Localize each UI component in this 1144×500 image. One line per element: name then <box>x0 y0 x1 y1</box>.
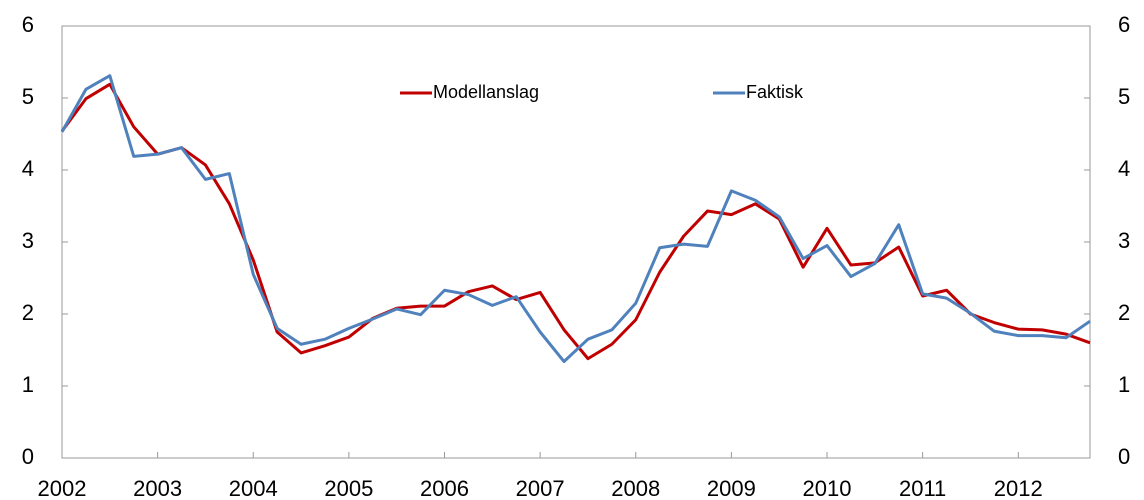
y-tick-label: 0 <box>22 444 34 469</box>
y-tick-label: 2 <box>22 300 34 325</box>
y-tick-label: 1 <box>22 372 34 397</box>
x-tick-label: 2010 <box>803 476 852 500</box>
y2-tick-label: 2 <box>1118 300 1130 325</box>
x-tick-label: 2002 <box>38 476 87 500</box>
y-tick-label: 5 <box>22 84 34 109</box>
y2-tick-label: 5 <box>1118 84 1130 109</box>
y-tick-label: 3 <box>22 228 34 253</box>
y2-tick-label: 3 <box>1118 228 1130 253</box>
x-tick-label: 2004 <box>229 476 278 500</box>
series-line <box>60 82 1091 361</box>
x-tick-label: 2005 <box>324 476 373 500</box>
x-tick-label: 2008 <box>611 476 660 500</box>
x-tick-label: 2011 <box>899 476 946 500</box>
plot-frame <box>61 25 1091 459</box>
x-tick-label: 2009 <box>707 476 756 500</box>
y-tick-label: 6 <box>22 12 34 37</box>
x-tick-label: 2012 <box>994 476 1043 500</box>
legend-label: Faktisk <box>746 82 804 102</box>
series-line <box>60 74 1091 364</box>
x-tick-label: 2007 <box>516 476 565 500</box>
y2-tick-label: 0 <box>1118 444 1130 469</box>
x-tick-label: 2003 <box>133 476 182 500</box>
y-tick-label: 4 <box>22 156 34 181</box>
y2-tick-label: 4 <box>1118 156 1130 181</box>
legend-label: Modellanslag <box>433 82 539 102</box>
y2-tick-label: 6 <box>1118 12 1130 37</box>
x-tick-label: 2006 <box>420 476 469 500</box>
y2-tick-label: 1 <box>1118 372 1130 397</box>
